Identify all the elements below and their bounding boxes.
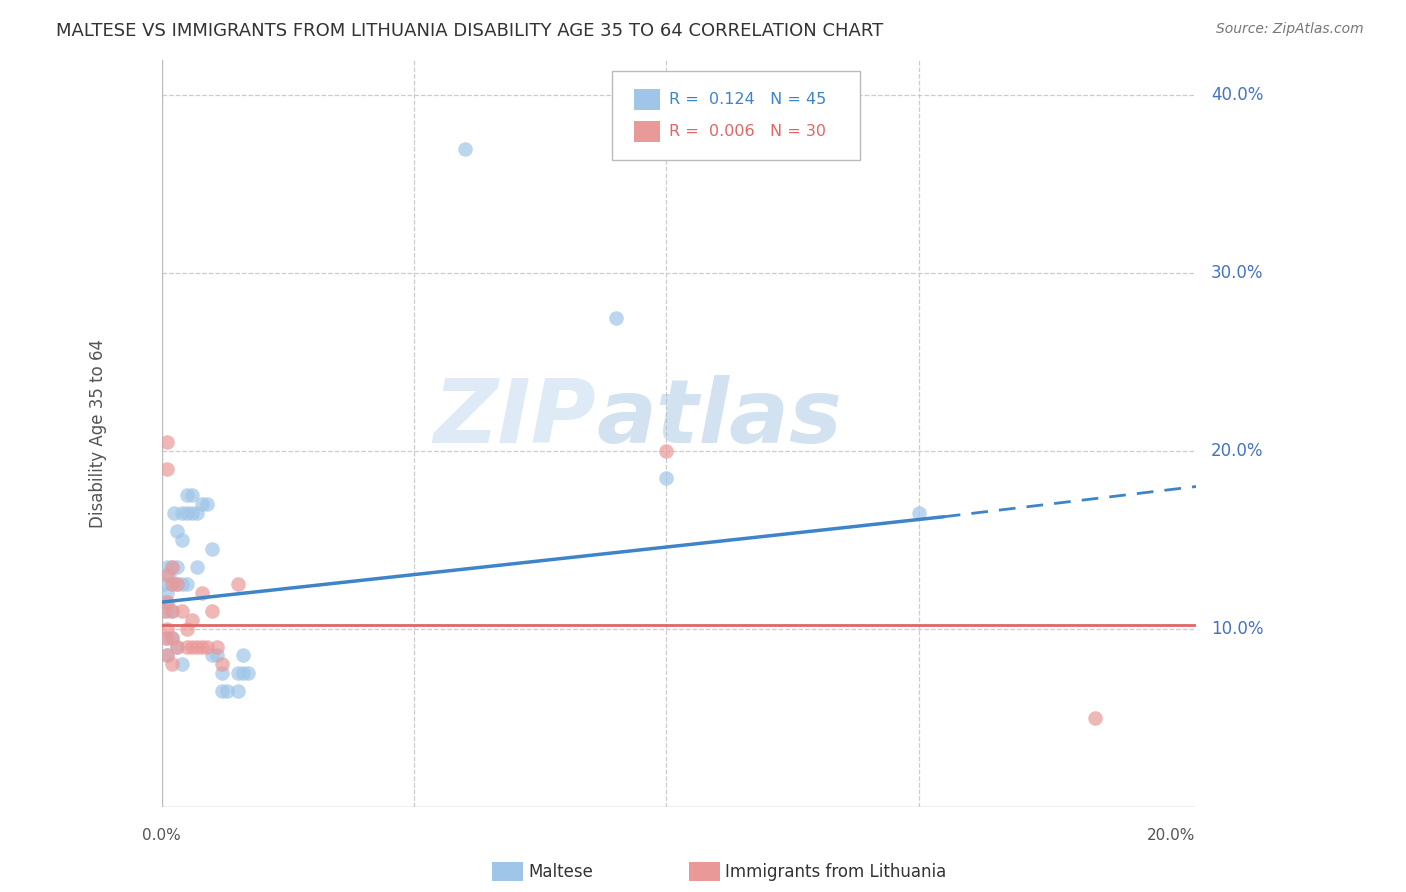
Point [191, 586, 214, 600]
Point [156, 586, 179, 600]
Point [236, 666, 259, 681]
Point [191, 497, 214, 511]
Point [163, 506, 186, 520]
Point [1084, 711, 1107, 725]
Point [176, 488, 198, 502]
FancyBboxPatch shape [634, 120, 661, 142]
Point [166, 524, 188, 538]
Text: MALTESE VS IMMIGRANTS FROM LITHUANIA DISABILITY AGE 35 TO 64 CORRELATION CHART: MALTESE VS IMMIGRANTS FROM LITHUANIA DIS… [56, 22, 883, 40]
Point [181, 506, 204, 520]
Point [170, 577, 193, 591]
Point [155, 595, 177, 609]
Point [170, 533, 193, 547]
Point [160, 604, 183, 618]
Point [160, 559, 183, 574]
Point [159, 568, 181, 582]
Point [156, 648, 179, 663]
Point [166, 577, 188, 591]
FancyBboxPatch shape [612, 70, 860, 161]
Point [156, 631, 179, 645]
Point [156, 568, 179, 582]
Point [907, 506, 929, 520]
Point [156, 604, 179, 618]
Point [156, 595, 179, 609]
Text: Source: ZipAtlas.com: Source: ZipAtlas.com [1216, 22, 1364, 37]
Point [176, 640, 198, 654]
Point [211, 684, 233, 698]
Text: Disability Age 35 to 64: Disability Age 35 to 64 [89, 339, 107, 528]
Point [186, 506, 208, 520]
Text: R =  0.006   N = 30: R = 0.006 N = 30 [669, 124, 825, 139]
Point [166, 577, 188, 591]
Point [156, 461, 179, 475]
Point [170, 657, 193, 672]
Point [232, 666, 254, 681]
Point [170, 604, 193, 618]
Point [211, 666, 233, 681]
Point [232, 648, 254, 663]
Point [170, 506, 193, 520]
Point [226, 577, 249, 591]
Point [226, 684, 249, 698]
Point [160, 559, 183, 574]
Point [181, 640, 204, 654]
Text: 30.0%: 30.0% [1211, 264, 1264, 282]
Point [191, 640, 214, 654]
Point [201, 541, 224, 556]
Point [176, 622, 198, 636]
Point [156, 622, 179, 636]
Point [217, 684, 239, 698]
Point [181, 488, 204, 502]
Point [605, 310, 627, 325]
Point [160, 631, 183, 645]
Text: atlas: atlas [596, 375, 842, 462]
Point [211, 657, 233, 672]
Text: ZIP: ZIP [433, 375, 596, 462]
Point [156, 559, 179, 574]
Point [207, 640, 229, 654]
Point [186, 559, 208, 574]
Point [153, 604, 176, 618]
Point [160, 631, 183, 645]
Point [160, 577, 183, 591]
Text: R =  0.124   N = 45: R = 0.124 N = 45 [669, 92, 825, 107]
Point [166, 559, 188, 574]
Point [655, 444, 678, 458]
Point [181, 613, 204, 627]
Point [176, 577, 198, 591]
Point [195, 497, 218, 511]
Text: 0.0%: 0.0% [142, 828, 181, 843]
Point [201, 648, 224, 663]
Text: 40.0%: 40.0% [1211, 87, 1264, 104]
Point [195, 640, 218, 654]
Point [155, 631, 177, 645]
Text: Maltese: Maltese [529, 863, 593, 881]
Point [453, 142, 475, 156]
Point [160, 604, 183, 618]
Text: Immigrants from Lithuania: Immigrants from Lithuania [725, 863, 946, 881]
Point [201, 604, 224, 618]
Point [156, 435, 179, 450]
Point [655, 470, 678, 484]
Point [160, 657, 183, 672]
Point [153, 577, 176, 591]
Point [176, 506, 198, 520]
Text: 20.0%: 20.0% [1211, 442, 1264, 460]
Point [166, 640, 188, 654]
Point [186, 640, 208, 654]
Text: 20.0%: 20.0% [1147, 828, 1195, 843]
Point [160, 577, 183, 591]
FancyBboxPatch shape [634, 88, 661, 110]
Point [166, 640, 188, 654]
Point [226, 666, 249, 681]
Point [207, 648, 229, 663]
Point [156, 648, 179, 663]
Text: 10.0%: 10.0% [1211, 620, 1264, 638]
